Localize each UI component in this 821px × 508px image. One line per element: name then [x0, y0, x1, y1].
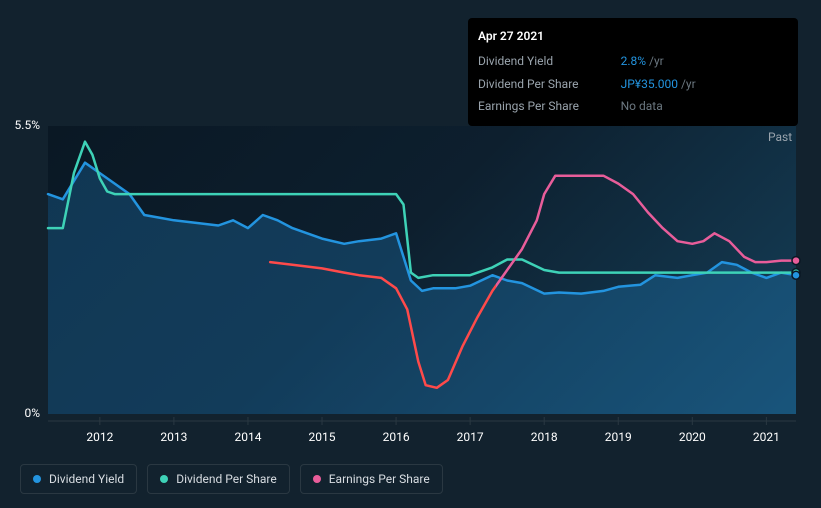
y-axis-tick-label: 0% [0, 406, 40, 420]
legend-item-label: Dividend Per Share [176, 472, 277, 486]
x-axis-tick-label: 2013 [160, 430, 187, 444]
legend-item[interactable]: Dividend Yield [20, 464, 137, 494]
tooltip-row: Dividend Per ShareJP¥35.000 /yr [478, 73, 788, 95]
y-axis-tick-label: 5.5% [0, 118, 40, 132]
legend-dot-icon [33, 475, 41, 483]
x-axis-tick-label: 2020 [679, 430, 706, 444]
past-label: Past [768, 130, 792, 144]
tooltip-row: Earnings Per ShareNo data [478, 95, 788, 117]
x-axis-tick-label: 2015 [309, 430, 336, 444]
tooltip-table: Dividend Yield2.8% /yrDividend Per Share… [478, 50, 788, 117]
legend: Dividend Yield Dividend Per Share Earnings… [20, 464, 443, 494]
legend-dot-icon [313, 475, 321, 483]
tooltip-row-label: Earnings Per Share [478, 95, 621, 117]
legend-item-label: Earnings Per Share [329, 472, 430, 486]
x-axis-tick-label: 2016 [383, 430, 410, 444]
legend-dot-icon [160, 475, 168, 483]
tooltip: Apr 27 2021 Dividend Yield2.8% /yrDivide… [468, 18, 798, 126]
legend-item[interactable]: Earnings Per Share [300, 464, 443, 494]
x-axis-tick-label: 2019 [605, 430, 632, 444]
legend-item-label: Dividend Yield [49, 472, 124, 486]
tooltip-row-value: No data [621, 95, 788, 117]
chart-container: 5.5% 0% 2012 2013 2014 2015 2016 2017 2018 2019 2… [0, 0, 821, 508]
tooltip-date: Apr 27 2021 [478, 26, 788, 46]
x-axis-tick-label: 2012 [86, 430, 113, 444]
series-end-dot [792, 257, 800, 265]
x-axis-tick-label: 2018 [531, 430, 558, 444]
x-axis-tick-label: 2017 [457, 430, 484, 444]
x-axis-tick-label: 2021 [753, 430, 780, 444]
x-axis-tick-label: 2014 [234, 430, 261, 444]
tooltip-row-label: Dividend Yield [478, 50, 621, 72]
series-end-dot [792, 271, 800, 279]
tooltip-row-label: Dividend Per Share [478, 73, 621, 95]
legend-item[interactable]: Dividend Per Share [147, 464, 290, 494]
tooltip-row-value: 2.8% /yr [621, 50, 788, 72]
tooltip-row: Dividend Yield2.8% /yr [478, 50, 788, 72]
tooltip-row-value: JP¥35.000 /yr [621, 73, 788, 95]
